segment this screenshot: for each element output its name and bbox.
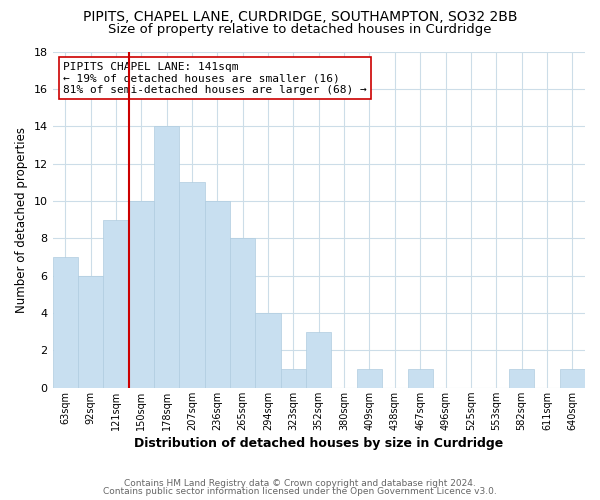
Bar: [103, 220, 128, 388]
Bar: [357, 369, 382, 388]
Bar: [306, 332, 331, 388]
Bar: [230, 238, 256, 388]
Bar: [205, 201, 230, 388]
Bar: [560, 369, 585, 388]
Text: PIPITS CHAPEL LANE: 141sqm
← 19% of detached houses are smaller (16)
81% of semi: PIPITS CHAPEL LANE: 141sqm ← 19% of deta…: [63, 62, 367, 95]
Text: PIPITS, CHAPEL LANE, CURDRIDGE, SOUTHAMPTON, SO32 2BB: PIPITS, CHAPEL LANE, CURDRIDGE, SOUTHAMP…: [83, 10, 517, 24]
Bar: [256, 313, 281, 388]
Bar: [281, 369, 306, 388]
Text: Size of property relative to detached houses in Curdridge: Size of property relative to detached ho…: [108, 22, 492, 36]
Bar: [509, 369, 534, 388]
Bar: [128, 201, 154, 388]
Text: Contains public sector information licensed under the Open Government Licence v3: Contains public sector information licen…: [103, 487, 497, 496]
Text: Contains HM Land Registry data © Crown copyright and database right 2024.: Contains HM Land Registry data © Crown c…: [124, 478, 476, 488]
Bar: [154, 126, 179, 388]
Bar: [407, 369, 433, 388]
Bar: [179, 182, 205, 388]
X-axis label: Distribution of detached houses by size in Curdridge: Distribution of detached houses by size …: [134, 437, 503, 450]
Y-axis label: Number of detached properties: Number of detached properties: [15, 126, 28, 312]
Bar: [53, 257, 78, 388]
Bar: [78, 276, 103, 388]
